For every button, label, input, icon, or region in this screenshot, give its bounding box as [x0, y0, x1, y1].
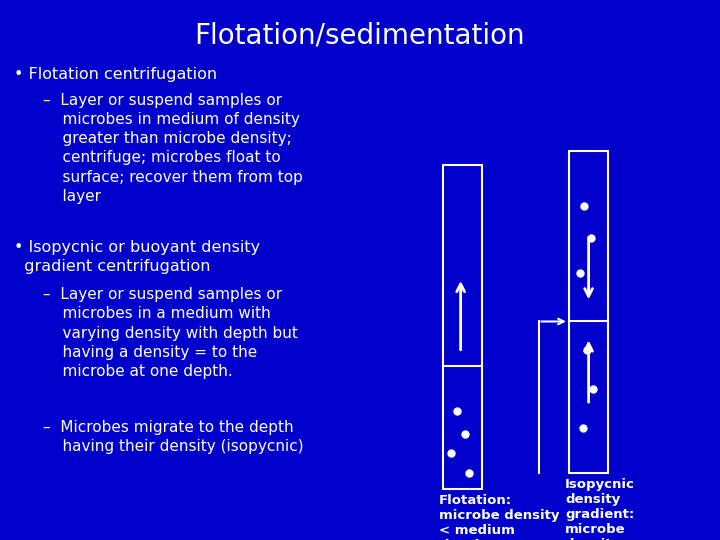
Text: –  Layer or suspend samples or
    microbes in a medium with
    varying density: – Layer or suspend samples or microbes i…	[43, 287, 298, 379]
Text: • Flotation centrifugation: • Flotation centrifugation	[14, 68, 217, 83]
Bar	[569, 151, 608, 472]
Text: –  Microbes migrate to the depth
    having their density (isopycnic): – Microbes migrate to the depth having t…	[43, 420, 304, 454]
Text: –  Layer or suspend samples or
    microbes in medium of density
    greater tha: – Layer or suspend samples or microbes i…	[43, 93, 303, 204]
Text: Flotation:
microbe density
< medium
density: Flotation: microbe density < medium dens…	[439, 494, 559, 540]
Text: Isopycnic
density
gradient:
microbe
density =
medium: Isopycnic density gradient: microbe dens…	[565, 478, 636, 540]
Bar	[443, 165, 482, 489]
Text: • Isopycnic or buoyant density
  gradient centrifugation: • Isopycnic or buoyant density gradient …	[14, 240, 261, 274]
Text: Flotation/sedimentation: Flotation/sedimentation	[194, 22, 526, 50]
